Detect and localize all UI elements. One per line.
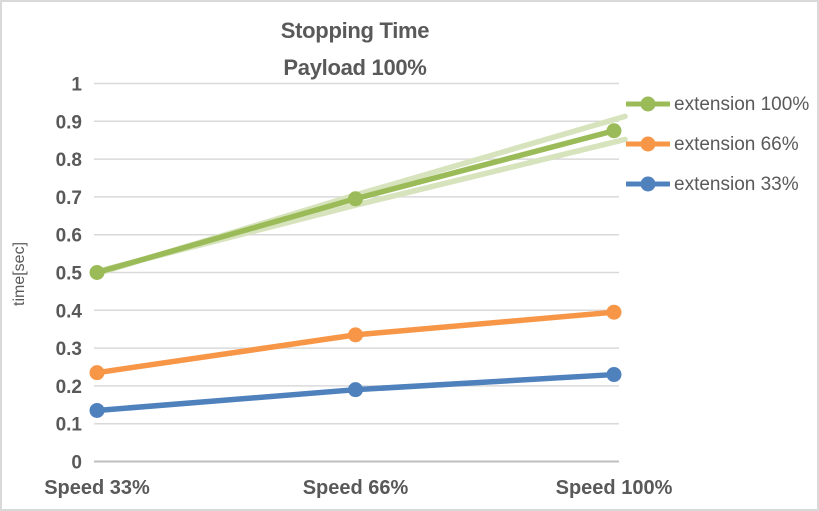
y-tick-label: 0.7 — [56, 188, 82, 209]
data-point — [89, 265, 105, 280]
y-tick-label: 0.6 — [56, 226, 82, 247]
data-point — [348, 191, 363, 207]
y-tick-label: 0.5 — [56, 264, 83, 285]
data-point — [606, 123, 622, 139]
legend-item-extension-100[interactable]: extension 100% — [626, 94, 809, 115]
y-axis-tick-labels: 0 0.1 0.2 0.3 0.4 0.5 0.6 0.7 0.8 0.9 1 — [56, 75, 83, 474]
y-tick-label: 0.9 — [56, 112, 82, 133]
y-tick-label: 0.1 — [56, 415, 83, 436]
x-category-label: Speed 66% — [303, 477, 409, 499]
plot-series — [89, 113, 628, 418]
data-point — [348, 382, 363, 398]
series-line — [94, 309, 617, 376]
series-extension-33[interactable] — [89, 367, 622, 418]
chart-title-line1: Stopping Time — [281, 18, 430, 43]
data-point — [89, 402, 105, 418]
series-extension-66[interactable] — [89, 304, 622, 381]
legend-marker-dot — [640, 136, 656, 152]
legend-label: extension 33% — [674, 174, 799, 195]
data-point — [606, 367, 622, 383]
legend-item-extension-66[interactable]: extension 66% — [626, 134, 799, 155]
chart-title-line2: Payload 100% — [283, 55, 426, 80]
y-tick-label: 0.8 — [56, 150, 82, 171]
legend-marker-dot — [640, 96, 656, 112]
y-tick-label: 1 — [71, 75, 82, 96]
y-axis-title: time[sec] — [11, 242, 28, 306]
x-category-label: Speed 100% — [556, 477, 673, 499]
data-point — [89, 365, 105, 381]
data-point — [606, 304, 622, 320]
y-tick-label: 0.2 — [56, 377, 82, 398]
legend-label: extension 100% — [674, 94, 809, 115]
y-tick-label: 0.4 — [56, 301, 83, 322]
legend-marker-dot — [640, 176, 656, 192]
x-category-label: Speed 33% — [44, 477, 150, 499]
legend-label: extension 66% — [674, 134, 799, 155]
series-extension-100[interactable] — [89, 123, 622, 280]
x-axis-category-labels: Speed 33% Speed 66% Speed 100% — [44, 477, 672, 499]
legend: extension 100% extension 66% extension 3… — [626, 94, 809, 195]
y-tick-label: 0.3 — [56, 339, 82, 360]
y-tick-label: 0 — [71, 453, 82, 474]
legend-item-extension-33[interactable]: extension 33% — [626, 174, 799, 195]
data-point — [348, 327, 363, 343]
gridlines — [94, 82, 619, 463]
